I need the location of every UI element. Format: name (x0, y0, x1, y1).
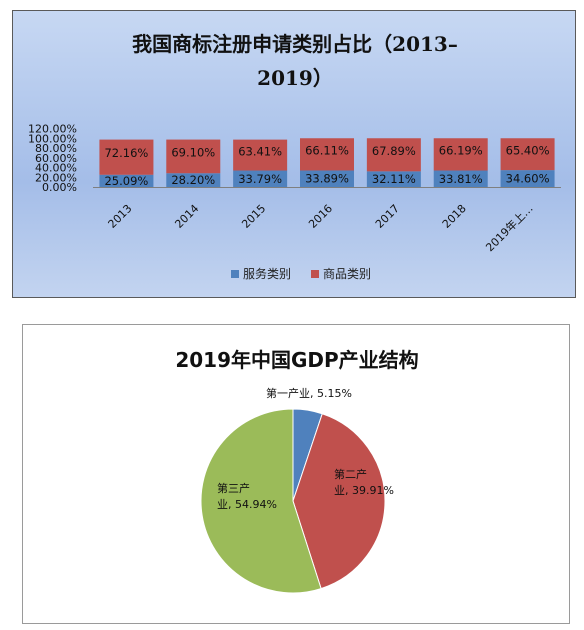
bar-data-label: 72.16% (104, 146, 148, 160)
bar-segment (366, 138, 421, 172)
y-tick-label: 100.00% (28, 132, 77, 145)
bar-segment (433, 170, 488, 187)
bar-segment (99, 139, 154, 175)
bar-data-label: 33.81% (439, 172, 483, 186)
bar-data-label: 63.41% (238, 144, 282, 158)
pie-slice (292, 413, 386, 590)
bar-data-label: 32.11% (372, 172, 416, 186)
pie-chart-panel: 2019年中国GDP产业结构 第一产业, 5.15% 第二产业, 39.91% 第三… (22, 324, 570, 624)
bar-data-label: 34.60% (506, 172, 550, 186)
bar-segment (500, 170, 555, 187)
stacked-bar-chart: 我国商标注册申请类别占比（2013– 2019） 0.00%20.00%40.0… (28, 32, 561, 281)
legend-swatch (231, 270, 239, 278)
bar-chart-title-line-1: 我国商标注册申请类别占比（2013– (132, 32, 458, 56)
pie-slice (200, 408, 322, 594)
bar-data-label: 33.89% (305, 172, 349, 186)
bar-chart-panel: 我国商标注册申请类别占比（2013– 2019） 0.00% 20.00% 40.0… (12, 10, 576, 298)
legend-label: 服务类别 (243, 266, 291, 281)
bar-data-label: 28.20% (171, 173, 215, 187)
y-tick-label: 60.00% (35, 152, 77, 165)
bar-segment (433, 138, 488, 171)
bar-segment (300, 138, 354, 171)
x-tick-label: 2016 (306, 202, 335, 231)
y-tick-label: 80.00% (35, 142, 77, 155)
y-tick-label: 40.00% (35, 162, 77, 175)
y-tick-label: 20.00% (35, 171, 77, 184)
bar-data-label: 65.40% (506, 143, 550, 157)
pie-slice-label: 第三产 (217, 481, 250, 495)
pie-slice-label: 第二产 (334, 467, 367, 481)
bar-data-label: 33.79% (238, 172, 282, 186)
bar-segment (166, 139, 221, 174)
bar-data-label: 69.10% (171, 145, 215, 159)
bar-data-label: 25.09% (104, 174, 148, 188)
y-tick-label: 0.00% (42, 181, 77, 194)
bar-segment (166, 173, 221, 187)
bar-data-label: 66.19% (439, 144, 483, 158)
x-tick-label: 2014 (172, 202, 201, 231)
x-tick-label: 2017 (373, 202, 402, 231)
x-tick-label: 2013 (106, 202, 135, 231)
x-tick-label: 2018 (440, 202, 469, 231)
bar-segment (500, 138, 555, 171)
bar-data-label: 67.89% (372, 144, 416, 158)
bar-chart-title-line-2: 2019） (257, 66, 333, 90)
bar-segment (300, 170, 354, 187)
bar-segment (366, 171, 421, 187)
pie-slice-label: 业, 39.91% (334, 484, 394, 497)
y-tick-label: 120.00% (28, 123, 77, 136)
bar-segment (99, 174, 154, 187)
pie-chart-title: 2019年中国GDP产业结构 (175, 348, 418, 372)
pie-slice-label: 业, 54.94% (217, 498, 277, 511)
pie-slice-label: 第一产业, 5.15% (266, 386, 352, 400)
x-tick-label: 2015 (239, 202, 268, 231)
bar-segment (233, 170, 288, 187)
bar-data-label: 66.11% (305, 143, 349, 157)
x-tick-label: 2019年上… (483, 201, 536, 254)
legend-label: 商品类别 (323, 266, 371, 281)
bar-segment (233, 139, 288, 171)
legend-swatch (311, 270, 319, 278)
